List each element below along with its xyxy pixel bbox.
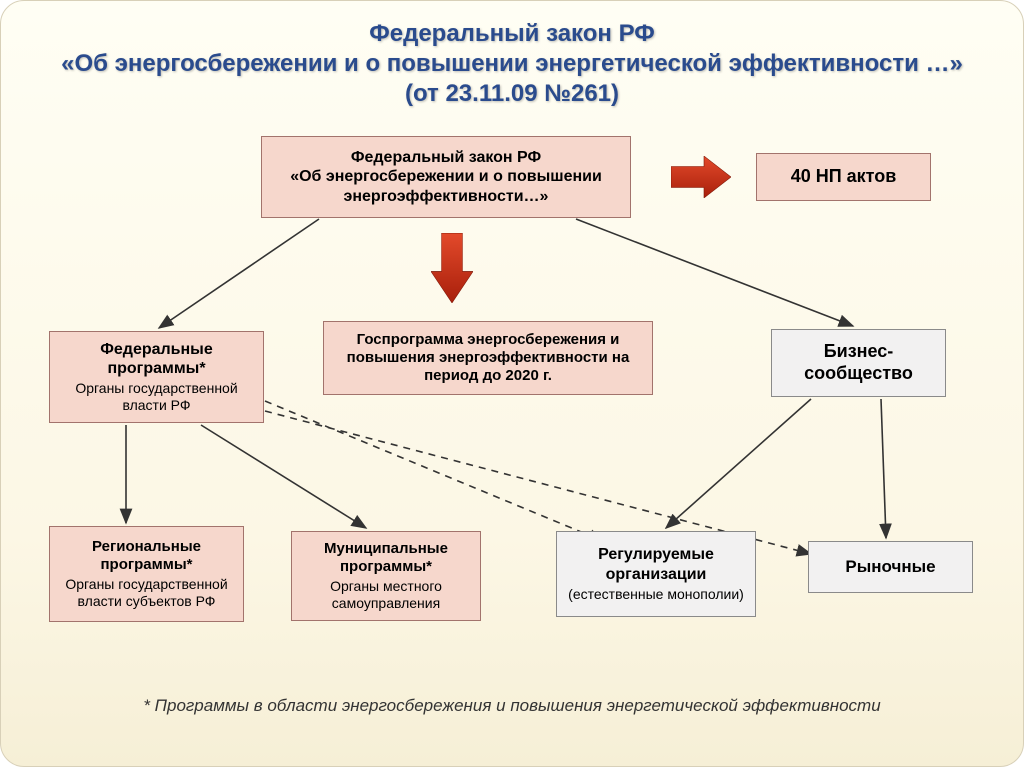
box-acts-label: 40 НП актов: [791, 166, 897, 188]
box-regional-sublabel: Органы государственной власти субъектов …: [60, 576, 233, 610]
connector-5: [881, 399, 886, 538]
connector-3: [201, 425, 366, 528]
box-law: Федеральный закон РФ«Об энергосбережении…: [261, 136, 631, 218]
footnote: * Программы в области энергосбережения и…: [1, 696, 1023, 716]
box-market-label: Рыночные: [845, 557, 935, 577]
box-business-label: Бизнес-сообщество: [782, 341, 935, 384]
right-arrow-icon: [671, 156, 731, 198]
box-program-label: Госпрограмма энергосбережения и повышени…: [334, 331, 642, 385]
box-federal: Федеральные программы*Органы государстве…: [49, 331, 264, 423]
box-regulated-label: Регулируемые организации: [567, 545, 745, 583]
box-business: Бизнес-сообщество: [771, 329, 946, 397]
box-municipal-sublabel: Органы местного самоуправления: [302, 578, 470, 612]
box-federal-sublabel: Органы государственной власти РФ: [60, 380, 253, 414]
box-regulated: Регулируемые организации (естественные мо…: [556, 531, 756, 617]
connector-4: [666, 399, 811, 528]
box-regional-label: Региональные программы*: [60, 538, 233, 574]
box-regional: Региональные программы*Органы государств…: [49, 526, 244, 622]
box-federal-label: Федеральные программы*: [60, 340, 253, 378]
diagram-canvas: Федеральный закон РФ«Об энергосбережении…: [0, 0, 1024, 767]
box-regulated-sublabel: (естественные монополии): [568, 586, 744, 603]
box-law-label: Федеральный закон РФ«Об энергосбережении…: [272, 148, 620, 206]
connector-6: [265, 401, 603, 541]
connector-1: [576, 219, 853, 326]
box-municipal-label: Муниципальные программы*: [302, 540, 470, 576]
box-program: Госпрограмма энергосбережения и повышени…: [323, 321, 653, 395]
box-municipal: Муниципальные программы*Органы местного …: [291, 531, 481, 621]
box-acts: 40 НП актов: [756, 153, 931, 201]
connector-0: [159, 219, 319, 328]
page-title: Федеральный закон РФ«Об энергосбережении…: [1, 19, 1023, 109]
down-arrow-icon: [431, 233, 473, 303]
box-market: Рыночные: [808, 541, 973, 593]
